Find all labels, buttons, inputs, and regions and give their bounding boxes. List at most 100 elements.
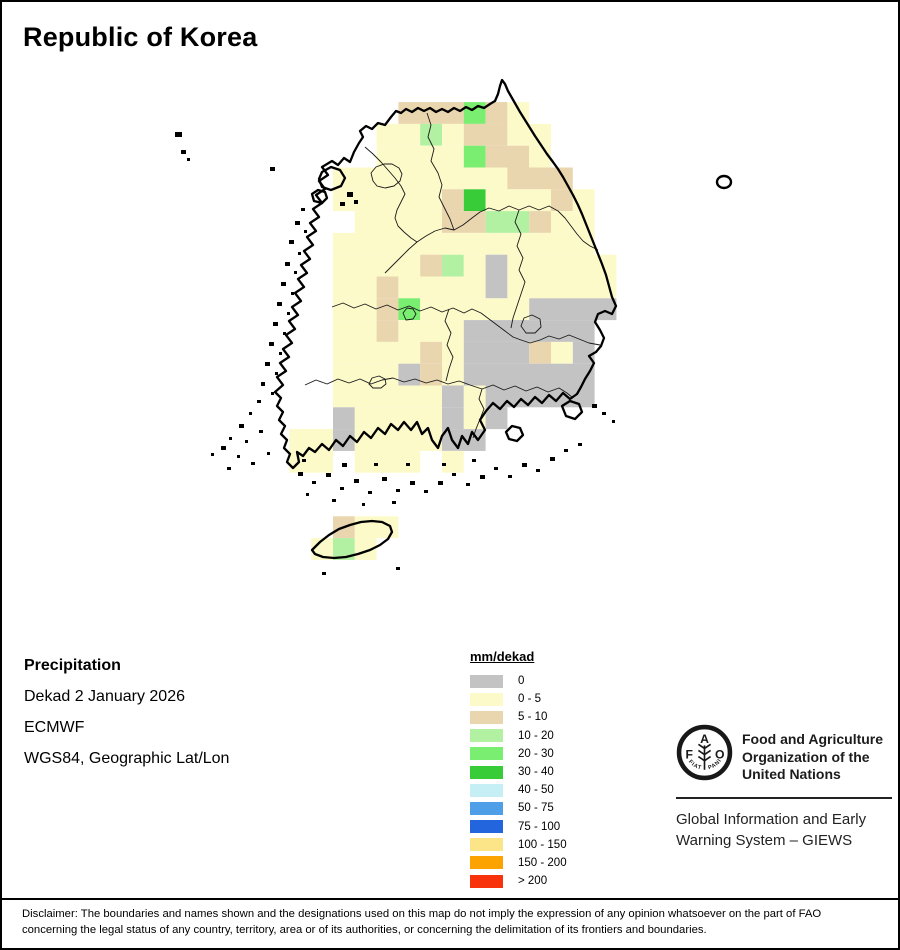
precip-cell: [376, 320, 399, 342]
island-speck: [592, 404, 597, 408]
island-speck: [340, 487, 344, 490]
precip-cell: [507, 276, 617, 299]
island-speck: [424, 490, 428, 493]
island-speck: [466, 483, 470, 486]
daegu-city-outline: [520, 314, 542, 334]
geoje-island-outline: [560, 399, 584, 421]
precip-cell: [463, 320, 595, 342]
island-speck: [285, 262, 290, 266]
precip-cell: [333, 341, 421, 364]
island-speck: [289, 240, 294, 244]
precip-cell: [529, 341, 551, 364]
legend-label: 100 - 150: [518, 838, 567, 851]
island-speck: [275, 372, 278, 375]
precip-cell: [333, 538, 355, 560]
island-speck: [251, 462, 255, 465]
legend-swatch: [470, 710, 503, 724]
precip-cell: [289, 450, 333, 473]
island-speck: [229, 437, 232, 440]
island-speck: [550, 457, 555, 461]
island-speck: [227, 467, 231, 470]
legend-item: 0: [470, 672, 567, 690]
island-specks: [175, 132, 615, 575]
precip-cell: [333, 320, 377, 342]
island-speck: [480, 475, 485, 479]
island-speck: [392, 501, 396, 504]
island-speck: [221, 446, 226, 450]
giews-line: Global Information and Early: [676, 810, 867, 828]
precip-cell: [529, 298, 617, 321]
legend-items: 0 0 - 5 5 - 10 10 - 20 20 - 30 30 - 40 40 - 50…: [470, 672, 567, 890]
legend-item: 100 - 150: [470, 836, 567, 854]
fao-logo-letter-a: A: [700, 732, 709, 746]
island-speck: [302, 459, 306, 462]
island-speck: [298, 472, 303, 476]
island-speck: [175, 132, 182, 137]
island-speck: [277, 302, 282, 306]
island-speck: [312, 481, 316, 484]
island-speck: [347, 192, 353, 197]
island-speck: [187, 158, 190, 161]
precip-cell: [485, 145, 530, 168]
boundary-northwest: [364, 146, 418, 243]
coastlines: [273, 78, 733, 560]
legend-label: 40 - 50: [518, 784, 554, 797]
precip-cell: [442, 363, 464, 386]
island-speck: [322, 572, 326, 575]
boundary-mid-horizontal: [331, 302, 601, 346]
island-speck: [438, 481, 443, 485]
island-speck: [472, 459, 476, 462]
precip-cell: [485, 407, 508, 430]
precip-cell: [442, 385, 464, 408]
ganghwa-island-outline: [317, 165, 347, 192]
precip-cell: [572, 341, 595, 364]
island-speck: [578, 443, 582, 446]
island-speck: [342, 463, 347, 467]
namhae-island-outline: [504, 424, 525, 443]
metadata-projection: WGS84, Geographic Lat/Lon: [24, 750, 230, 767]
island-speck: [602, 412, 606, 415]
island-speck: [332, 499, 336, 502]
legend-label: 50 - 75: [518, 802, 554, 815]
seoul-city-outline: [370, 163, 403, 189]
legend-label: 10 - 20: [518, 729, 554, 742]
precip-cell: [442, 407, 464, 430]
precip-cell: [442, 211, 486, 233]
island-speck: [298, 252, 301, 255]
island-speck: [494, 467, 498, 470]
fao-logo-icon: A F O FIAT · PANIS: [676, 724, 733, 781]
legend-swatch: [470, 729, 503, 743]
precip-cell: [442, 189, 464, 212]
metadata-source: ECMWF: [24, 719, 85, 736]
island-speck: [362, 503, 365, 506]
precip-cell: [463, 189, 486, 212]
metadata-dekad: Dekad 2 January 2026: [24, 688, 185, 705]
island-speck: [261, 382, 265, 386]
island-speck: [452, 473, 456, 476]
precip-cell: [398, 276, 486, 299]
legend-item: 75 - 100: [470, 818, 567, 836]
legend-swatch: [470, 820, 503, 834]
legend-item: 5 - 10: [470, 708, 567, 726]
island-speck: [382, 477, 387, 481]
island-speck: [508, 475, 512, 478]
island-speck: [306, 493, 309, 496]
precip-cell: [463, 341, 530, 364]
boundary-central-east: [384, 205, 599, 274]
precip-cell: [420, 254, 442, 277]
precip-cell: [333, 298, 377, 321]
legend-label: 0 - 5: [518, 693, 542, 706]
precip-cell: [333, 189, 442, 212]
island-speck: [301, 208, 305, 211]
island-speck: [522, 463, 527, 467]
island-speck: [442, 463, 446, 466]
island-speck: [295, 221, 300, 225]
island-speck: [406, 463, 410, 466]
fao-logo-letter-o: O: [715, 748, 725, 762]
precip-cell: [507, 123, 551, 146]
island-speck: [269, 342, 274, 346]
island-speck: [326, 473, 331, 477]
island-speck: [279, 352, 282, 355]
island-speck: [211, 453, 214, 456]
island-speck: [340, 202, 345, 206]
